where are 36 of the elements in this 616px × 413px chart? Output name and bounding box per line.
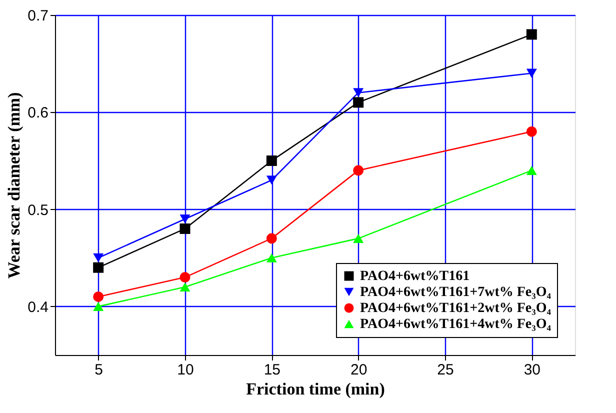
x-tick-label: 10 bbox=[177, 362, 194, 378]
x-tick-label: 5 bbox=[94, 362, 104, 378]
y-tick-label: 0.7 bbox=[28, 8, 48, 24]
point bbox=[266, 233, 277, 244]
y-tick-label: 0.5 bbox=[28, 202, 48, 219]
point bbox=[353, 88, 364, 98]
point bbox=[266, 253, 277, 262]
legend-label: PAO4+6wt%T161+7wt% Fe₃O₄ bbox=[360, 285, 552, 300]
point bbox=[266, 176, 277, 185]
x-tick-label: 30 bbox=[524, 362, 541, 378]
point bbox=[526, 126, 537, 137]
point bbox=[180, 214, 190, 224]
point bbox=[266, 155, 277, 166]
legend-label: PAO4+6wt%T161 bbox=[360, 269, 470, 284]
point bbox=[93, 262, 104, 273]
point bbox=[93, 302, 104, 311]
point bbox=[526, 29, 537, 40]
x-axis-title: Friction time (min) bbox=[246, 380, 385, 398]
y-tick-label: 0.4 bbox=[28, 298, 48, 316]
point bbox=[526, 68, 537, 78]
point bbox=[353, 165, 364, 176]
point bbox=[93, 253, 104, 262]
x-tick-label: 25 bbox=[437, 362, 454, 378]
point bbox=[526, 166, 537, 175]
point bbox=[180, 272, 190, 283]
y-axis-title: Wear scar diameter (mm) bbox=[4, 92, 24, 279]
point bbox=[353, 234, 364, 243]
point bbox=[353, 97, 364, 108]
point bbox=[180, 282, 190, 292]
x-tick-label: 20 bbox=[350, 362, 368, 378]
legend-label: PAO4+6wt%T161+2wt% Fe₃O₄ bbox=[360, 301, 552, 316]
legend-label: PAO4+6wt%T161+4wt% Fe₃O₄ bbox=[360, 317, 552, 332]
point bbox=[93, 291, 104, 302]
y-tick-label: 0.6 bbox=[28, 104, 48, 122]
point bbox=[180, 223, 190, 234]
x-tick-label: 15 bbox=[264, 362, 281, 378]
